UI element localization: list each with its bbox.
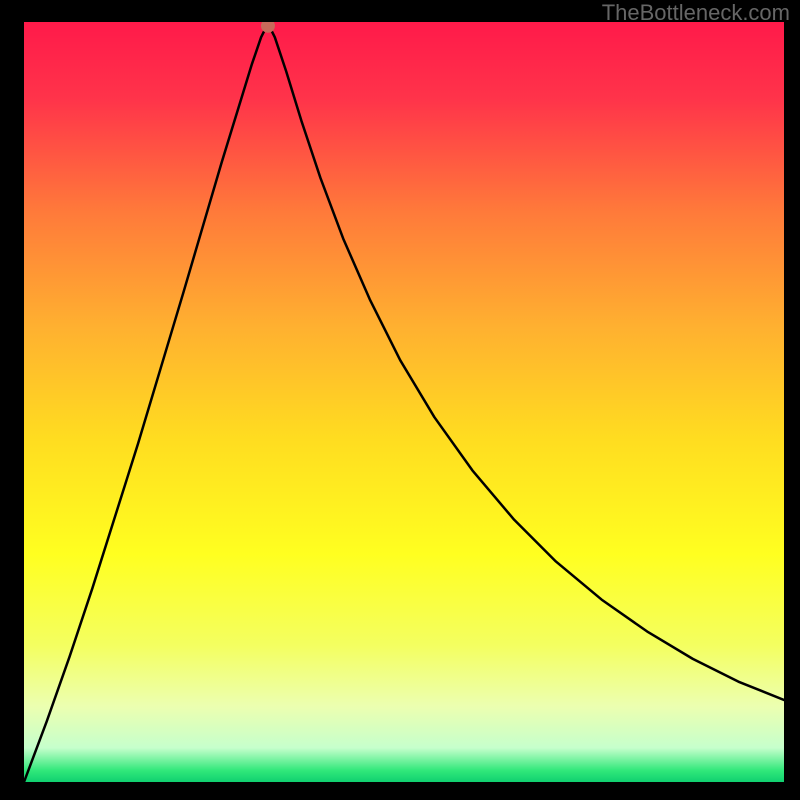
watermark-text: TheBottleneck.com [602,0,790,26]
chart-frame: TheBottleneck.com [0,0,800,800]
curve-layer [24,22,784,782]
bottleneck-curve [24,24,784,782]
plot-area [24,22,784,782]
